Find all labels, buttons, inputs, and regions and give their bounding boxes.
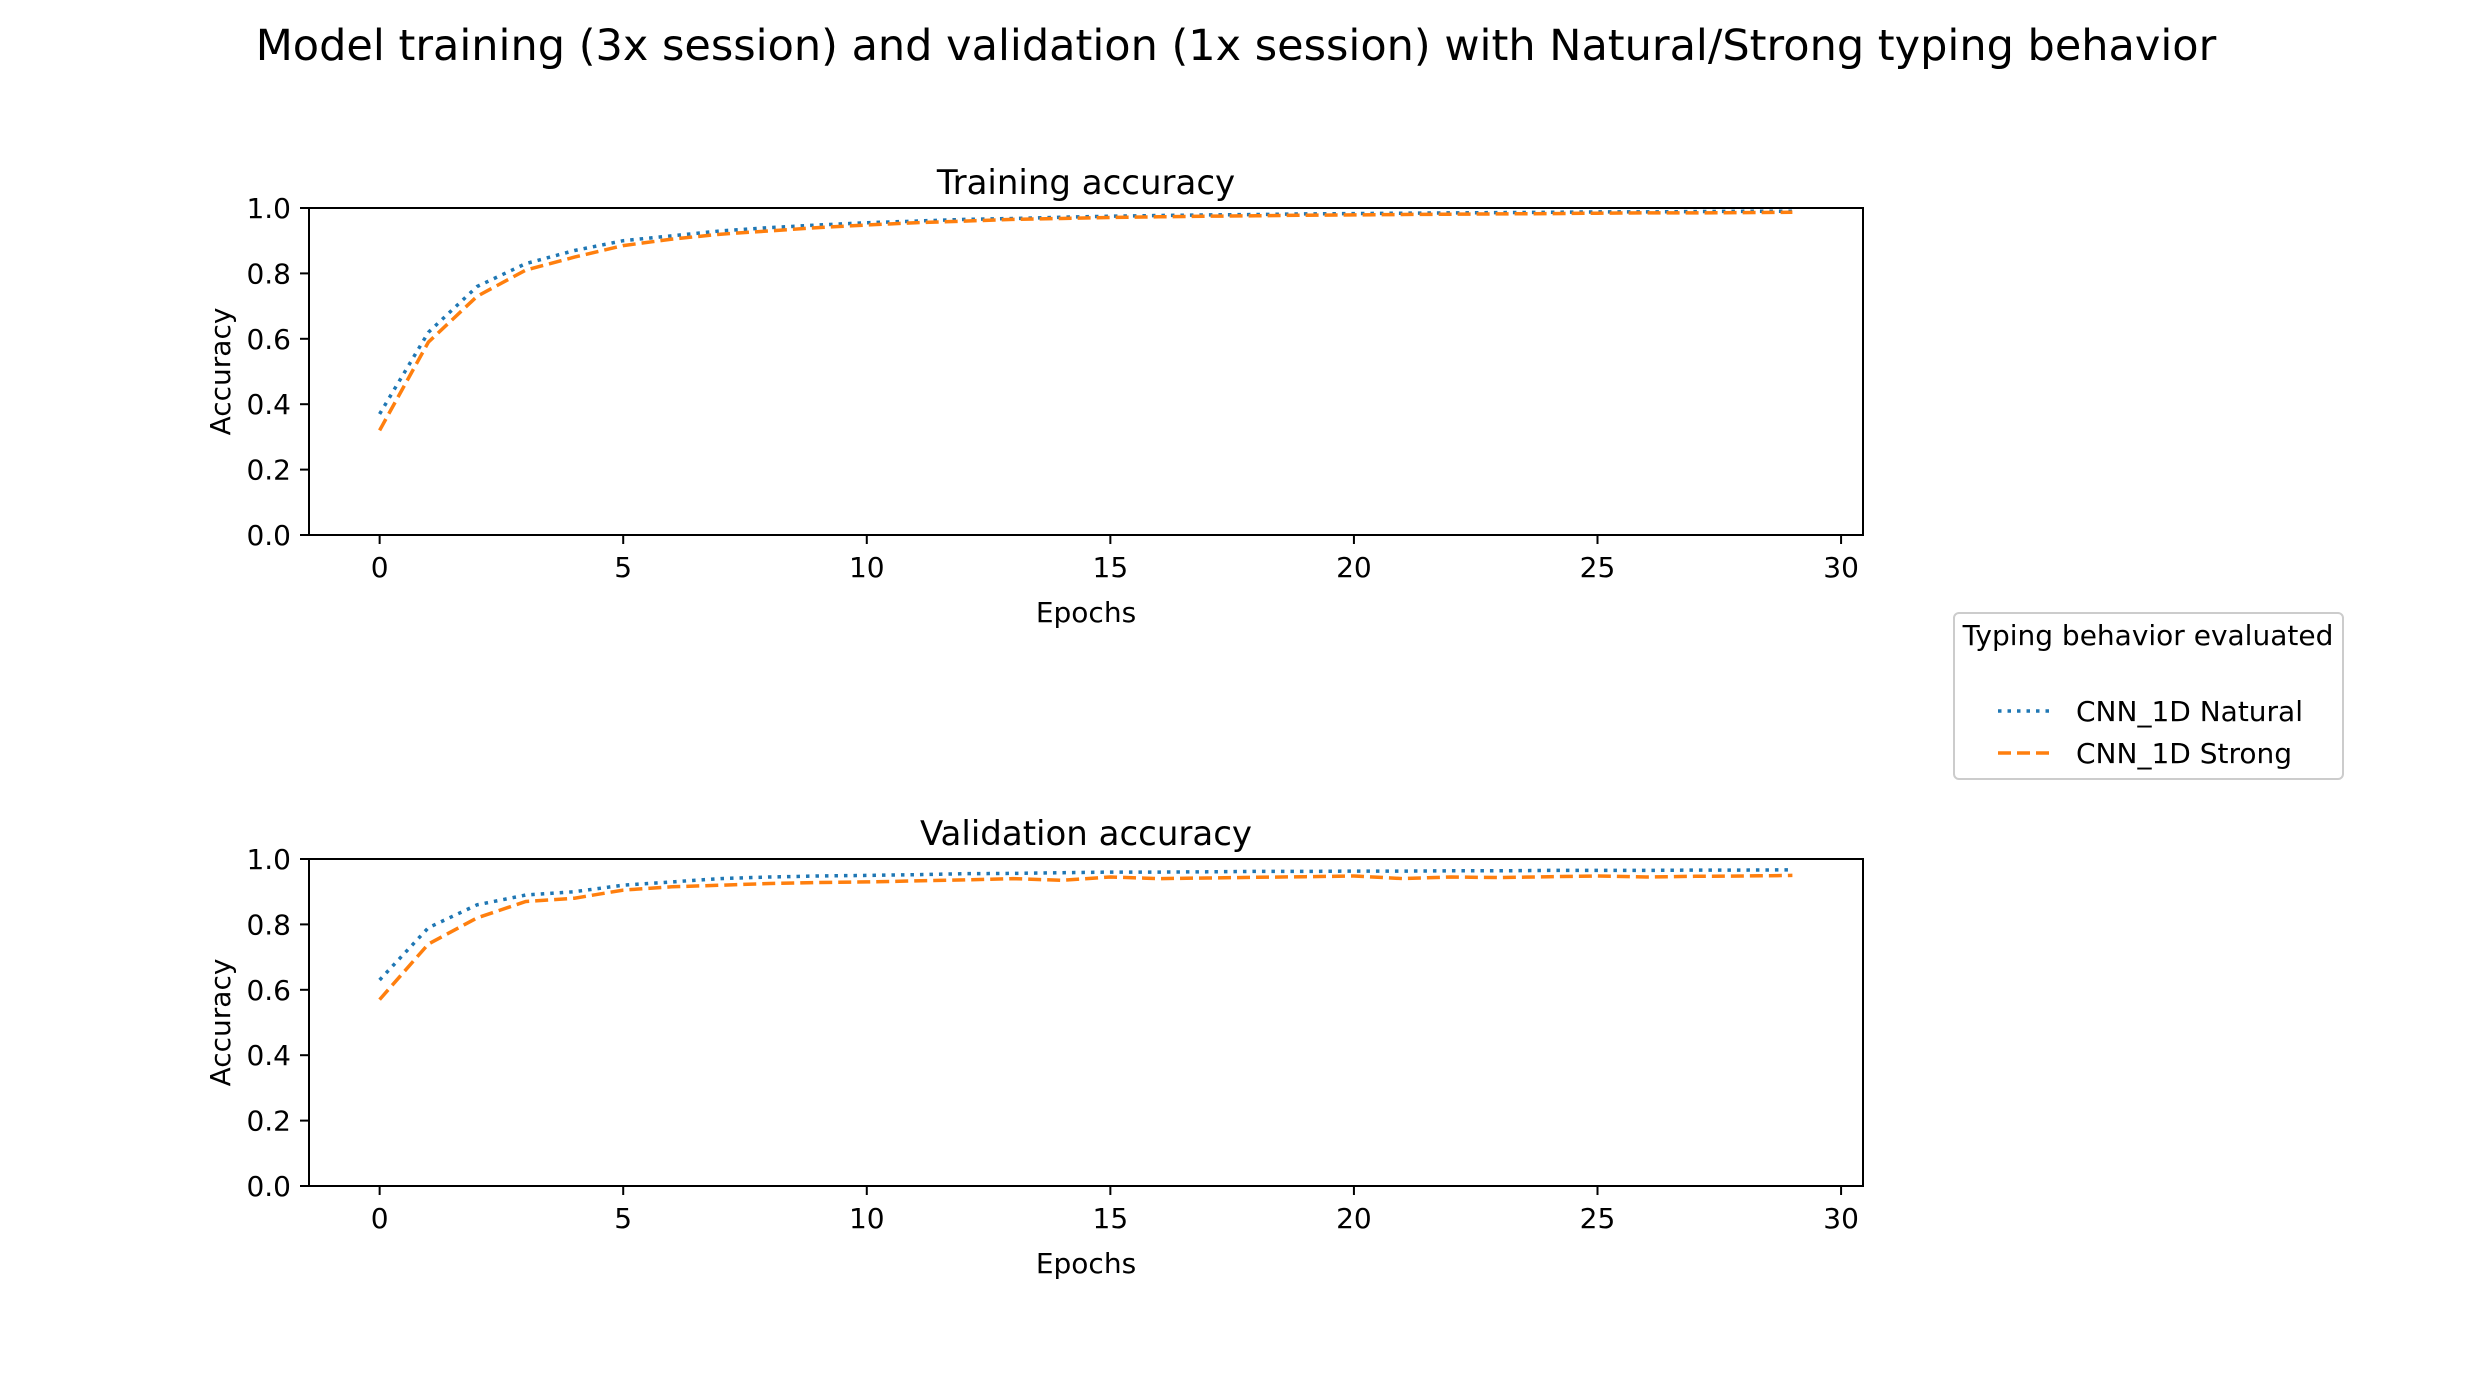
chart-0-xtick-label: 5 [614, 551, 632, 584]
chart-0-ytick-label: 1.0 [246, 192, 291, 225]
chart-1-xtick-label: 5 [614, 1202, 632, 1235]
chart-1-axes-frame [308, 858, 1864, 1187]
chart-1-xtick-label: 30 [1823, 1202, 1859, 1235]
chart-1-ytick-label: 0.4 [246, 1039, 291, 1072]
chart-1-ytick-label: 0.8 [246, 908, 291, 941]
chart-0-ytick-label: 0.8 [246, 257, 291, 290]
chart-1-ytick-label: 0.2 [246, 1105, 291, 1138]
chart-0-xtick-label: 15 [1093, 551, 1129, 584]
chart-1-xtick-label: 10 [849, 1202, 885, 1235]
chart-1-title: Validation accuracy [920, 814, 1252, 854]
legend: Typing behavior evaluated CNN_1D Natural… [1953, 612, 2344, 780]
chart-0-xtick-label: 25 [1580, 551, 1616, 584]
chart-0-xlabel: Epochs [1036, 596, 1136, 629]
chart-1-ytick-label: 0.6 [246, 974, 291, 1007]
legend-label-strong: CNN_1D Strong [2076, 737, 2292, 770]
chart-0-xtick-label: 30 [1823, 551, 1859, 584]
chart-0-xtick-label: 20 [1336, 551, 1372, 584]
legend-label-natural: CNN_1D Natural [2076, 695, 2303, 728]
chart-1-xlabel: Epochs [1036, 1247, 1136, 1280]
chart-1-series-cnn-1d-natural [378, 868, 1793, 982]
chart-1-series-cnn-1d-strong [378, 873, 1793, 1001]
legend-title: Typing behavior evaluated [1962, 619, 2334, 652]
chart-1-ytick-label: 1.0 [246, 843, 291, 876]
chart-0-ytick-label: 0.6 [246, 323, 291, 356]
chart-0-ylabel: Accuracy [204, 308, 237, 436]
chart-1-xtick-label: 20 [1336, 1202, 1372, 1235]
chart-1-xtick-label: 25 [1580, 1202, 1616, 1235]
validation-accuracy-panel: 0 5 10 15 20 25 30 0.0 0.2 0.4 0.6 0.8 1.0 Validation… [204, 814, 1864, 1280]
chart-1-xtick-label: 15 [1093, 1202, 1129, 1235]
chart-0-xtick-label: 0 [371, 551, 389, 584]
training-accuracy-panel: 0 5 10 15 20 25 30 0.0 0.2 0.4 0.6 0.8 1.0 Training a… [204, 163, 1864, 629]
figure-title: Model training (3x session) and validati… [256, 21, 2217, 71]
chart-0-xtick-label: 10 [849, 551, 885, 584]
legend-frame [1953, 612, 2344, 780]
chart-0-axes-frame [308, 207, 1864, 536]
chart-1-xtick-label: 0 [371, 1202, 389, 1235]
chart-0-ytick-label: 0.0 [246, 519, 291, 552]
chart-0-ytick-label: 0.4 [246, 388, 291, 421]
chart-1-ylabel: Accuracy [204, 959, 237, 1087]
chart-0-ytick-label: 0.2 [246, 454, 291, 487]
chart-0-title: Training accuracy [936, 163, 1235, 203]
chart-0-series-cnn-1d-strong [378, 210, 1793, 432]
chart-1-ytick-label: 0.0 [246, 1170, 291, 1203]
